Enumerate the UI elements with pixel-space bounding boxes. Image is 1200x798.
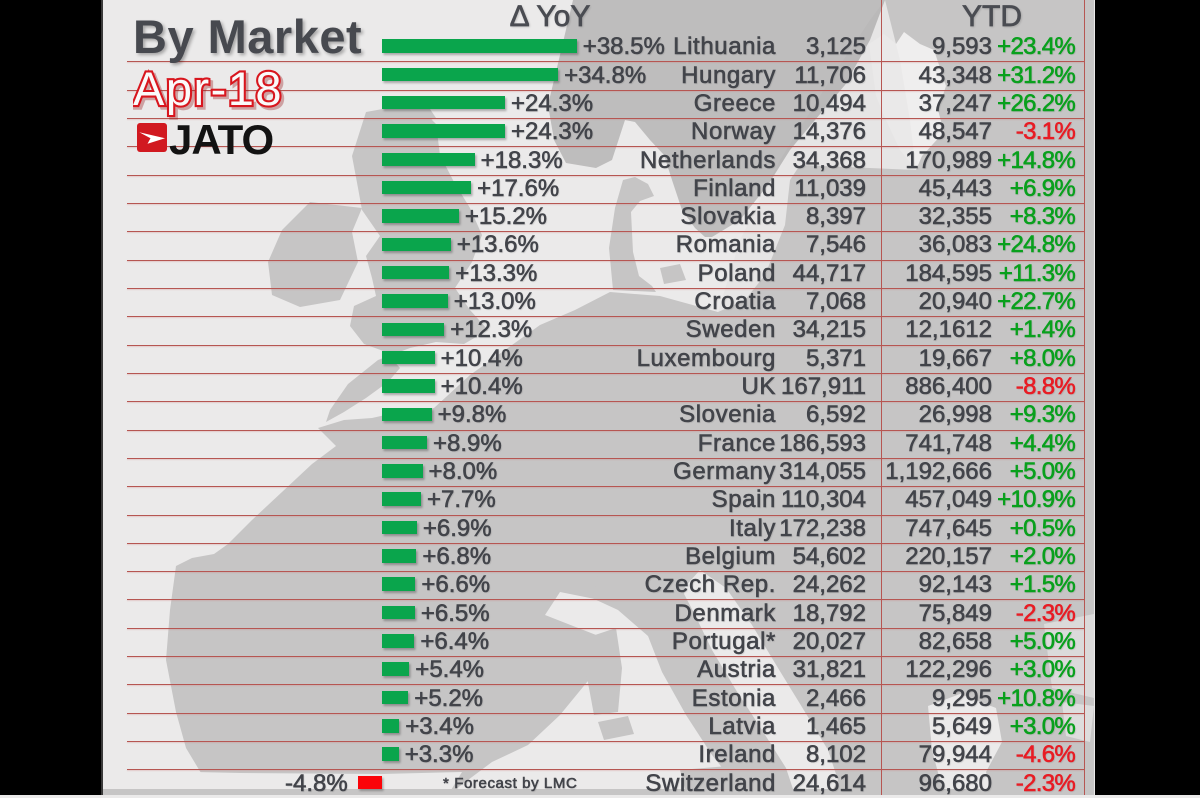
svg-text:Apr-18: Apr-18 xyxy=(133,62,283,115)
svg-text:Apr-18: Apr-18 xyxy=(136,65,286,118)
